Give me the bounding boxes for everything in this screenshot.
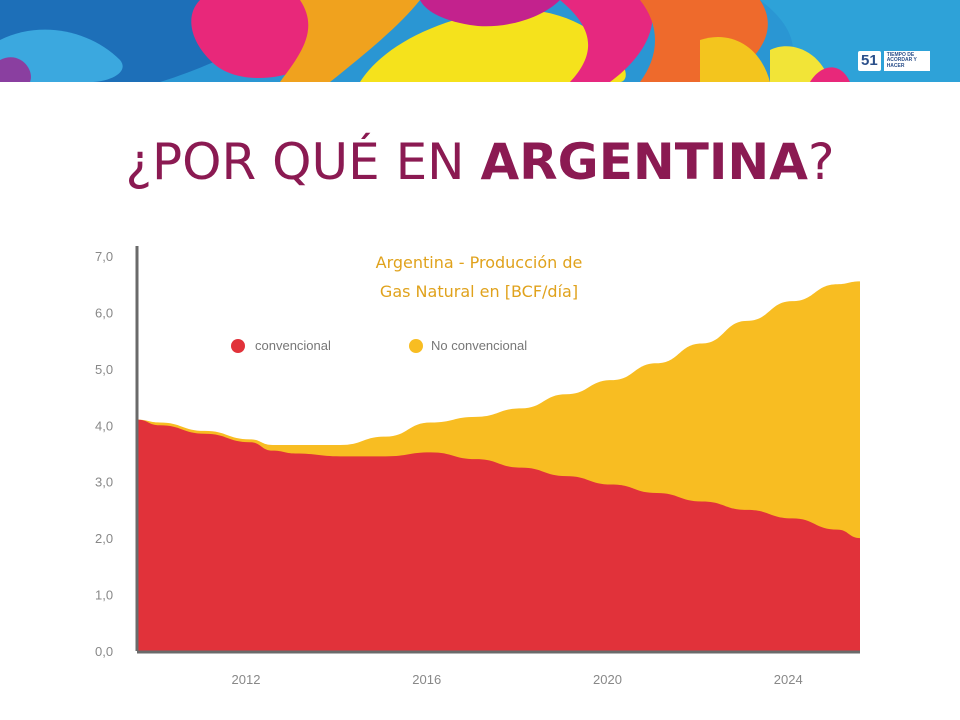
y-tick-label: 7,0 <box>95 249 113 264</box>
y-tick-label: 5,0 <box>95 362 113 377</box>
decorative-banner <box>0 0 960 82</box>
y-tick-label: 6,0 <box>95 305 113 320</box>
legend-marker-unconventional <box>409 339 423 353</box>
y-tick-label: 0,0 <box>95 644 113 659</box>
x-tick-label: 2020 <box>593 672 622 687</box>
x-tick-label: 2012 <box>232 672 261 687</box>
brand-logo: 51 Tiempo de acordar y hacer <box>858 49 930 73</box>
x-tick-label: 2024 <box>774 672 803 687</box>
logo-number: 51 <box>858 51 881 71</box>
title-question-mark: ? <box>807 133 835 191</box>
area-conventional <box>137 419 860 651</box>
y-tick-label: 1,0 <box>95 588 113 603</box>
title-country: ARGENTINA <box>480 133 808 191</box>
chart-legend: convencional No convencional <box>231 338 527 353</box>
y-tick-label: 2,0 <box>95 531 113 546</box>
legend-marker-conventional <box>231 339 245 353</box>
title-text: ¿POR QUÉ EN <box>125 133 481 191</box>
y-tick-label: 3,0 <box>95 475 113 490</box>
chart-title-line-1: Argentina - Producción de <box>376 253 583 272</box>
legend-label-conventional: convencional <box>255 338 331 353</box>
chart-title: Argentina - Producción de Gas Natural en… <box>376 253 583 301</box>
x-axis: 2012 2016 2020 2024 <box>137 650 860 687</box>
logo-slogan: Tiempo de acordar y hacer <box>883 50 930 72</box>
y-tick-label: 4,0 <box>95 418 113 433</box>
slide-title: ¿POR QUÉ EN ARGENTINA? <box>0 132 960 192</box>
y-axis: 0,0 1,0 2,0 3,0 4,0 5,0 6,0 7,0 <box>95 246 139 659</box>
chart-title-line-2: Gas Natural en [BCF/día] <box>380 282 578 301</box>
x-tick-label: 2016 <box>412 672 441 687</box>
legend-label-unconventional: No convencional <box>431 338 527 353</box>
chart-areas <box>137 281 860 651</box>
